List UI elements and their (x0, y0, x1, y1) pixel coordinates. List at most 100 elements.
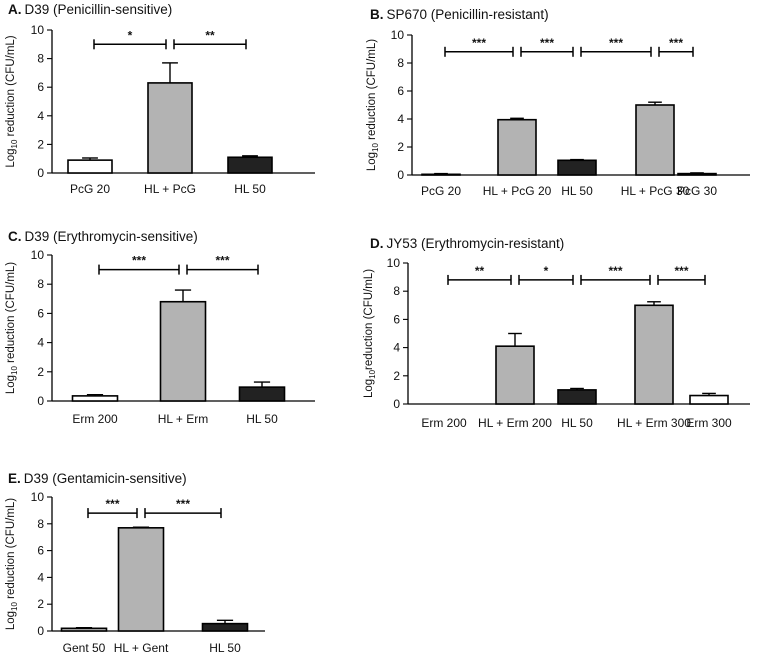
y-axis-label-rest: reduction (CFU/mL) (5, 35, 17, 139)
panel-title-text: JY53 (Erythromycin-resistant) (387, 236, 565, 251)
significance-stars: * (128, 28, 133, 42)
bar-pcg-20 (67, 159, 113, 174)
significance-stars: ** (475, 264, 485, 278)
y-axis-label: Log10 reduction (CFU/mL) (5, 35, 19, 167)
y-tick-label: 6 (37, 544, 44, 558)
y-tick-label: 2 (37, 365, 44, 379)
y-tick-label: 10 (391, 28, 405, 42)
panel-letter: D. (370, 236, 384, 251)
y-axis-label-subscript: 10 (10, 601, 19, 610)
y-axis-label: Log10reduction (CFU/mL) (363, 269, 377, 398)
bar-hl-erm (159, 300, 207, 402)
panel-a: A. D39 (Penicillin-sensitive)0246810Log10… (5, 2, 315, 196)
y-tick-label: 4 (37, 109, 44, 123)
significance-bracket: * (518, 264, 574, 285)
y-tick-label: 0 (37, 624, 44, 638)
panel-title: A. D39 (Penicillin-sensitive) (8, 2, 172, 17)
significance-stars: *** (105, 497, 119, 511)
panel-title-text: SP670 (Penicillin-resistant) (387, 7, 549, 22)
x-category-label: Erm 200 (72, 412, 118, 426)
panel-c: C. D39 (Erythromycin-sensitive)0246810Log… (5, 229, 315, 426)
y-tick-label: 6 (393, 312, 400, 326)
y-axis-label: Log10 reduction (CFU/mL) (366, 39, 380, 171)
panel-title: B. SP670 (Penicillin-resistant) (370, 7, 549, 22)
x-category-label: HL 50 (234, 182, 266, 196)
significance-bracket: *** (520, 36, 574, 57)
bar-hl-erm-200 (495, 345, 535, 405)
significance-stars: *** (674, 264, 688, 278)
x-category-label: HL + PcG (144, 182, 196, 196)
y-tick-label: 4 (397, 112, 404, 126)
y-tick-label: 4 (37, 570, 44, 584)
x-category-label: Erm 300 (686, 416, 732, 430)
y-tick-label: 0 (393, 397, 400, 411)
y-tick-label: 6 (37, 80, 44, 94)
bar-hl-50 (557, 389, 597, 405)
x-category-label: PcG 20 (70, 182, 110, 196)
bar-hl-50 (227, 156, 273, 174)
panel-letter: C. (8, 229, 22, 244)
y-axis-label-rest: reduction (CFU/mL) (5, 498, 17, 602)
x-category-label: HL + Erm 200 (478, 416, 552, 430)
panel-d: D. JY53 (Erythromycin-resistant)0246810Lo… (363, 236, 750, 430)
y-tick-label: 6 (37, 306, 44, 320)
y-tick-label: 10 (31, 490, 45, 504)
y-axis-label-subscript: 10 (10, 365, 19, 374)
x-category-label: PcG 20 (421, 184, 461, 198)
bar-erm-200 (71, 395, 119, 402)
y-tick-label: 2 (37, 137, 44, 151)
significance-stars: *** (609, 36, 623, 50)
y-axis-label-main: Log (5, 148, 17, 167)
y-tick-label: 0 (397, 168, 404, 182)
bar-hl-erm-300 (634, 304, 674, 405)
y-tick-label: 2 (397, 140, 404, 154)
bar-hl-50 (201, 622, 249, 632)
y-axis-label-subscript: 10 (371, 142, 380, 151)
x-category-label: HL + PcG 30 (621, 184, 690, 198)
y-tick-label: 0 (37, 166, 44, 180)
panel-title-text: D39 (Erythromycin-sensitive) (25, 229, 198, 244)
y-axis-label: Log10 reduction (CFU/mL) (5, 262, 19, 394)
x-category-label: HL + Erm 300 (617, 416, 691, 430)
significance-bracket: ** (173, 28, 247, 50)
y-tick-label: 2 (37, 597, 44, 611)
bar-gent-50 (60, 627, 108, 632)
bar-hl-pcg (147, 82, 193, 174)
significance-bracket: *** (580, 264, 651, 285)
x-category-label: HL 50 (209, 641, 241, 655)
x-category-label: HL + Erm (158, 412, 209, 426)
y-tick-label: 8 (397, 56, 404, 70)
y-axis-label-main: Log (363, 379, 375, 398)
y-tick-label: 8 (37, 277, 44, 291)
y-tick-label: 2 (393, 369, 400, 383)
significance-bracket: *** (87, 497, 138, 519)
significance-stars: *** (132, 254, 146, 268)
panel-title: E. D39 (Gentamicin-sensitive) (8, 471, 187, 486)
y-axis-label-main: Log (5, 611, 17, 630)
bar-hl-pcg-20 (497, 118, 537, 176)
panel-title: D. JY53 (Erythromycin-resistant) (370, 236, 564, 251)
x-category-label: HL + PcG 20 (483, 184, 552, 198)
y-tick-label: 4 (393, 341, 400, 355)
x-category-label: Erm 200 (421, 416, 467, 430)
y-tick-label: 8 (37, 52, 44, 66)
y-axis-label-rest: reduction (CFU/mL) (366, 39, 378, 143)
y-tick-label: 4 (37, 336, 44, 350)
significance-bracket: *** (580, 36, 652, 57)
panel-letter: E. (8, 471, 21, 486)
panel-letter: B. (370, 7, 384, 22)
significance-bracket: *** (98, 254, 180, 275)
y-axis-label-subscript: 10 (10, 139, 19, 148)
y-axis-label-subscript: 10 (368, 369, 377, 378)
x-category-label: HL 50 (561, 416, 593, 430)
x-category-label: PcG 30 (677, 184, 717, 198)
panel-letter: A. (8, 2, 22, 17)
significance-bracket: ** (447, 264, 512, 285)
y-tick-label: 10 (387, 256, 401, 270)
y-tick-label: 10 (31, 23, 45, 37)
y-axis-label-main: Log (366, 152, 378, 171)
significance-stars: *** (669, 36, 683, 50)
panel-title-text: D39 (Penicillin-sensitive) (25, 2, 173, 17)
y-tick-label: 8 (37, 517, 44, 531)
